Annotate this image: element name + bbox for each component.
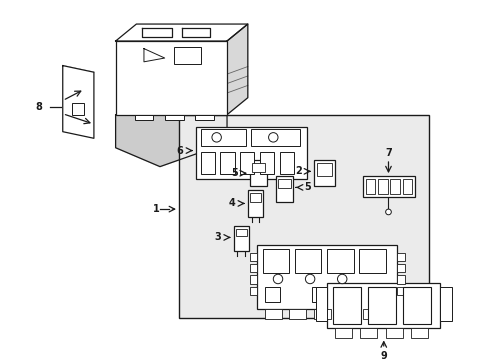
Bar [294,249,321,273]
Bar [263,249,289,273]
Bar [402,179,411,194]
Bar [260,152,274,174]
Bar [72,103,83,115]
Bar [247,190,263,217]
Bar [385,328,402,338]
Bar [249,287,257,295]
Bar [410,328,427,338]
Bar [200,152,214,174]
Bar [249,160,266,186]
Circle shape [268,132,278,142]
Bar [174,47,200,64]
Bar [402,287,430,324]
Bar [249,193,261,202]
Bar [338,309,355,319]
Bar [367,287,395,324]
Text: 6: 6 [177,145,183,156]
Text: 7: 7 [385,148,391,158]
Bar [279,152,293,174]
Bar [249,264,257,273]
Bar [264,309,281,319]
Bar [359,249,385,273]
Bar [196,127,306,179]
Text: 4: 4 [228,198,235,208]
Polygon shape [142,28,172,37]
Bar [396,275,404,284]
Circle shape [385,209,390,215]
Bar [389,179,399,194]
Text: 9: 9 [380,351,386,360]
Bar [249,275,257,284]
Bar [362,176,414,197]
Text: 5: 5 [304,183,310,192]
Bar [249,252,257,261]
Bar [250,129,299,146]
Bar [362,309,379,319]
Bar [240,152,254,174]
Bar [332,287,360,324]
Bar [396,252,404,261]
Text: 8: 8 [35,102,42,112]
Bar [311,287,326,302]
Bar [377,179,387,194]
Polygon shape [62,66,94,138]
Bar [276,176,292,202]
Bar [315,287,326,320]
Circle shape [273,274,282,284]
Bar [396,287,404,295]
Circle shape [211,132,221,142]
Bar [365,179,374,194]
Polygon shape [115,24,247,41]
Bar [360,328,376,338]
Text: 2: 2 [294,166,301,176]
Bar [313,160,334,186]
Polygon shape [226,24,247,115]
Bar [115,41,226,115]
Circle shape [337,274,346,284]
Text: 3: 3 [214,233,221,242]
Bar [200,129,245,146]
Bar [326,283,440,328]
Bar [289,309,305,319]
Bar [313,309,330,319]
Bar [334,328,351,338]
Bar [257,245,396,309]
Bar [164,115,183,120]
Bar [220,152,234,174]
Bar [278,179,291,188]
Polygon shape [115,115,226,167]
Bar [440,287,451,320]
Polygon shape [182,28,210,37]
Bar [233,226,248,251]
Bar [316,163,331,176]
Bar [179,115,428,318]
Text: 1: 1 [153,204,160,214]
Bar [134,115,153,120]
Circle shape [305,274,314,284]
Bar [235,229,246,237]
Text: 5: 5 [231,168,238,178]
Bar [195,115,213,120]
Bar [251,163,264,172]
Bar [396,264,404,273]
Bar [326,249,353,273]
Bar [264,287,279,302]
